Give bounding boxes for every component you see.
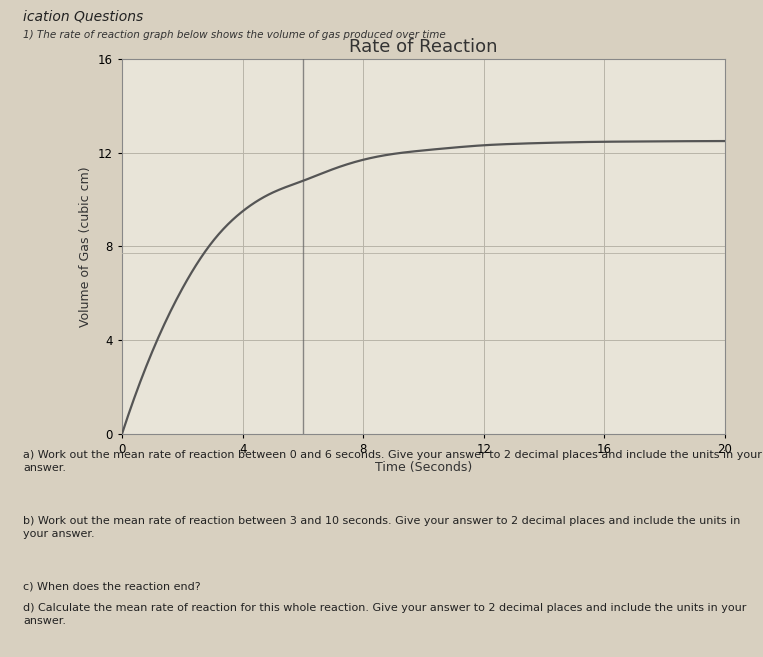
X-axis label: Time (Seconds): Time (Seconds) [375,461,472,474]
Title: Rate of Reaction: Rate of Reaction [349,38,497,57]
Text: ication Questions: ication Questions [23,10,143,24]
Y-axis label: Volume of Gas (cubic cm): Volume of Gas (cubic cm) [79,166,92,327]
Text: 1) The rate of reaction graph below shows the volume of gas produced over time: 1) The rate of reaction graph below show… [23,30,446,39]
Text: b) Work out the mean rate of reaction between 3 and 10 seconds. Give your answer: b) Work out the mean rate of reaction be… [23,516,740,539]
Text: d) Calculate the mean rate of reaction for this whole reaction. Give your answer: d) Calculate the mean rate of reaction f… [23,603,746,626]
Text: a) Work out the mean rate of reaction between 0 and 6 seconds. Give your answer : a) Work out the mean rate of reaction be… [23,450,761,473]
Text: c) When does the reaction end?: c) When does the reaction end? [23,581,201,591]
